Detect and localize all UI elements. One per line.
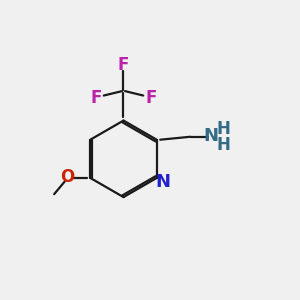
Text: H: H [217,136,231,154]
Text: N: N [156,173,171,191]
Text: F: F [90,88,102,106]
Text: O: O [60,168,74,186]
Text: H: H [217,120,231,138]
Text: F: F [118,56,129,74]
Text: F: F [145,88,157,106]
Text: N: N [204,127,219,145]
